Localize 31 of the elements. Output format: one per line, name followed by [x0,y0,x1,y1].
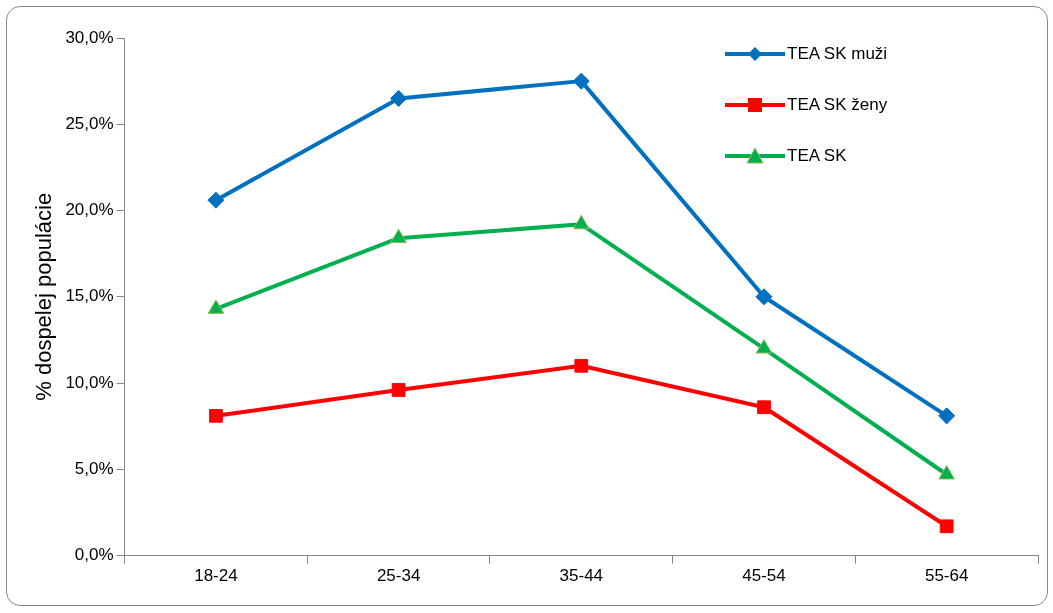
y-tick-label: 10,0% [65,372,114,392]
point [938,407,956,425]
x-tick-label: 35-44 [559,566,604,586]
x-tick-label: 55-64 [924,566,969,586]
point [938,465,955,480]
y-tick-label: 25,0% [65,113,114,133]
legend-label: TEA SK [787,145,847,166]
x-tick-label: 25-34 [376,566,421,586]
point [939,519,954,534]
point [390,89,408,107]
y-tick-label: 0,0% [74,545,114,565]
point [209,408,223,423]
legend-label: TEA SK muži [787,43,888,64]
point [574,358,589,373]
y-tick-label: 20,0% [65,200,114,220]
legend-label: TEA SK ženy [787,94,888,115]
point [757,400,771,415]
point [390,228,407,244]
point [207,299,225,314]
point [572,72,590,90]
point [391,383,406,397]
x-tick-label: 18-24 [194,566,238,586]
y-axis-title: % dospelej populácie [31,192,57,401]
y-tick-label: 5,0% [74,459,114,479]
point [573,214,590,230]
point [755,339,773,354]
point [755,288,773,306]
y-tick-label: 15,0% [65,286,114,306]
point [207,191,225,209]
y-tick-label: 30,0% [65,27,114,47]
x-tick-label: 45-54 [742,566,786,586]
